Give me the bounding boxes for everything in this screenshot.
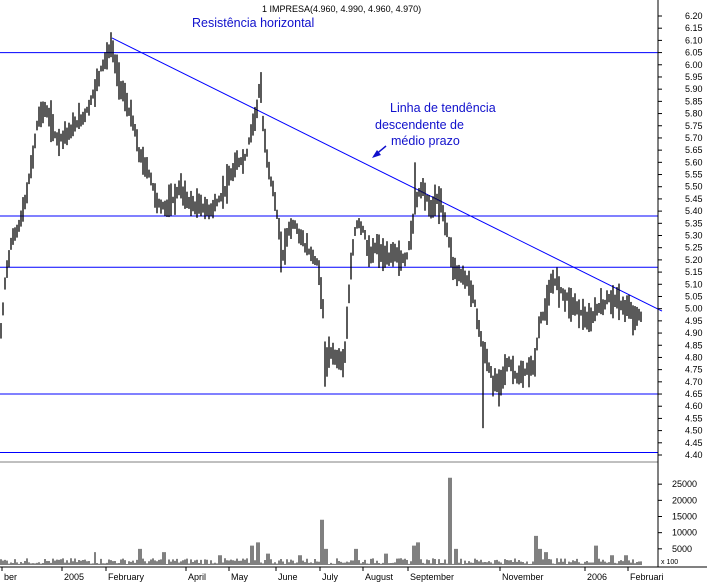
price-tick-label: 4.65 [685,389,703,399]
price-tick-label: 5.30 [685,231,703,241]
price-tick-label: 4.55 [685,413,703,423]
support-resistance-lines [0,52,658,454]
price-tick-label: 5.20 [685,255,703,265]
x-tick-label: Februari [630,572,664,582]
x-tick-label: April [188,572,206,582]
price-tick-label: 5.40 [685,206,703,216]
volume-unit-label: x 100 [661,559,678,566]
trendline-group [111,37,663,312]
price-axis: 6.20 6.15 6.10 6.05 6.00 5.95 5.90 5.85 5.80 5.75… [658,11,703,460]
price-bars [0,32,642,429]
price-tick-label: 4.45 [685,438,703,448]
volume-bars [0,477,642,565]
price-tick-label: 5.60 [685,157,703,167]
price-tick-label: 6.20 [685,11,703,21]
price-tick-label: 5.45 [685,194,703,204]
volume-tick-label: 5000 [672,544,692,554]
trendline [111,37,663,312]
volume-tick-label: 15000 [672,512,697,522]
price-tick-label: 4.50 [685,426,703,436]
price-tick-label: 4.60 [685,401,703,411]
chart-title: 1 IMPRESA(4.960, 4.990, 4.960, 4.970) [262,4,421,14]
x-axis-labels: ber 2005 February April May June July August Sep… [1,567,664,582]
price-tick-label: 5.75 [685,121,703,131]
price-tick-label: 6.05 [685,48,703,58]
price-tick-label: 6.10 [685,35,703,45]
x-tick-label: May [231,572,249,582]
price-tick-label: 5.80 [685,109,703,119]
price-tick-label: 4.70 [685,377,703,387]
annotation-resistance: Resistência horizontal [192,16,314,30]
volume-tick-label: 10000 [672,528,697,538]
price-tick-label: 5.65 [685,145,703,155]
price-tick-label: 4.40 [685,450,703,460]
price-tick-label: 4.95 [685,316,703,326]
x-tick-label: 2006 [587,572,607,582]
x-tick-label: February [108,572,145,582]
x-tick-label: August [365,572,394,582]
price-tick-label: 5.90 [685,84,703,94]
annotation-trend-line3: médio prazo [391,134,460,148]
x-tick-label: ber [4,572,17,582]
price-tick-label: 6.00 [685,60,703,70]
price-tick-label: 5.95 [685,72,703,82]
x-tick-label: June [278,572,298,582]
volume-tick-label: 25000 [672,479,697,489]
price-tick-label: 4.90 [685,328,703,338]
price-tick-label: 5.00 [685,304,703,314]
price-tick-label: 4.80 [685,352,703,362]
volume-tick-label: 20000 [672,495,697,505]
price-tick-label: 4.75 [685,365,703,375]
price-tick-label: 5.85 [685,96,703,106]
annotation-trend-line1: Linha de tendência [390,101,496,115]
price-tick-label: 5.05 [685,291,703,301]
price-tick-label: 6.15 [685,23,703,33]
x-tick-label: 2005 [64,572,84,582]
price-tick-label: 5.25 [685,243,703,253]
price-tick-label: 5.50 [685,182,703,192]
annotation-trend-line2: descendente de [375,118,464,132]
price-tick-label: 5.15 [685,267,703,277]
arrow-icon [372,145,387,158]
x-tick-label: September [410,572,454,582]
price-tick-label: 5.55 [685,170,703,180]
volume-axis: 25000 20000 15000 10000 5000 [658,479,697,554]
price-tick-label: 5.70 [685,133,703,143]
price-tick-label: 5.10 [685,279,703,289]
price-tick-label: 5.35 [685,218,703,228]
x-tick-label: November [502,572,544,582]
price-tick-label: 4.85 [685,340,703,350]
x-tick-label: July [322,572,339,582]
